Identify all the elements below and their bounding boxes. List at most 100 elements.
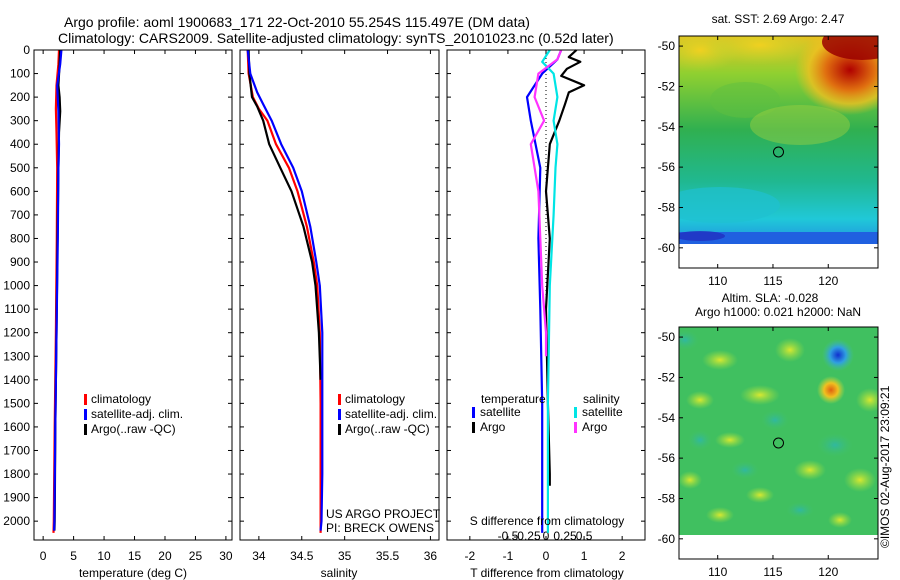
- legend-label-climatology: climatology: [345, 392, 405, 406]
- sla-map-blank-strip: [679, 535, 878, 559]
- depth-tick-label: 0: [23, 43, 30, 57]
- lon-tick-label: 120: [818, 274, 838, 288]
- depth-tick-label: 100: [10, 67, 30, 81]
- sst-heatmap: [679, 36, 878, 244]
- salinity-series: [246, 49, 324, 533]
- legend-swatch-satellite: [338, 409, 341, 420]
- depth-tick-label: 1600: [3, 420, 30, 434]
- lat-tick-label: -52: [658, 79, 676, 93]
- legend-label-satellite: satellite-adj. clim.: [345, 407, 437, 421]
- depth-tick-label: 1400: [3, 373, 30, 387]
- legend-swatch-satellite: [84, 409, 87, 420]
- depth-tick-label: 1700: [3, 443, 30, 457]
- lat-tick-label: -58: [658, 491, 676, 505]
- sla-heatmap: [679, 327, 878, 535]
- x-tick-label: 35: [338, 549, 352, 563]
- lon-tick-label: 110: [708, 274, 727, 288]
- sst-map-blank-strip: [679, 244, 878, 268]
- depth-tick-label: 300: [10, 114, 30, 128]
- depth-tick-label: 1000: [3, 279, 30, 293]
- lat-tick-label: -50: [658, 39, 676, 53]
- legend-swatch-temp-satellite: [472, 407, 475, 418]
- s-tick-label: 0.5: [576, 529, 593, 543]
- series-line-temperature-satellite: [525, 49, 563, 533]
- x-tick-label: 15: [128, 549, 142, 563]
- s-tick-label: 0: [543, 529, 550, 543]
- sla-map-title-line1: Altim. SLA: -0.028: [722, 291, 819, 305]
- lon-tick-label: 115: [763, 274, 782, 288]
- s-tick-label: -0.25: [513, 529, 541, 543]
- legend-title-temperature: temperature: [481, 392, 546, 406]
- legend-title-salinity: salinity: [583, 392, 620, 406]
- difference-depth-ticks: [447, 49, 645, 522]
- x-tick-label: 36: [424, 549, 438, 563]
- temperature-panel: 0100200300400500600700800900100011001200…: [3, 43, 233, 580]
- x-tick-label: 25: [189, 549, 203, 563]
- legend-swatch-sal-satellite: [574, 407, 577, 418]
- temperature-x-axis: 0 5 10 15 20 25 30: [40, 50, 233, 563]
- lat-tick-label: -54: [658, 120, 676, 134]
- legend-swatch-temp-argo: [472, 422, 475, 433]
- temperature-x-label: temperature (deg C): [79, 566, 187, 580]
- argo-float-marker: [773, 437, 784, 449]
- depth-tick-label: 1800: [3, 467, 30, 481]
- difference-series: [525, 49, 586, 533]
- depth-tick-label: 1200: [3, 326, 30, 340]
- difference-legend-salinity: salinity satellite Argo: [574, 392, 623, 434]
- legend-label-argo: Argo(..raw -QC): [91, 422, 176, 436]
- difference-legend-temperature: temperature satellite Argo: [472, 392, 546, 434]
- x-tick-label: -1: [503, 549, 514, 563]
- difference-panel: -2 -1 0 1 2-0.5-0.25 0 0.25 0.5 T difference fr…: [446, 49, 646, 580]
- sst-map-panel: sat. SST: 2.69 Argo: 2.47 -50-52-54-56-5…: [658, 12, 879, 288]
- lat-tick-label: -60: [658, 532, 676, 546]
- legend-swatch-climatology: [84, 394, 87, 405]
- pi-text: PI: BRECK OWENS: [326, 521, 434, 535]
- temperature-plot-frame: [33, 49, 233, 541]
- legend-label-temp-satellite: satellite: [480, 405, 521, 419]
- legend-label-sal-argo: Argo: [582, 420, 608, 434]
- sst-map-axes: -50 -52 -54 -56 -58 -60 110 115 120: [658, 36, 878, 288]
- sla-map-panel: Altim. SLA: -0.028 Argo h1000: 0.021 h20…: [658, 291, 879, 579]
- lat-tick-label: -52: [658, 370, 676, 384]
- temperature-series: [52, 49, 63, 533]
- legend-swatch-argo: [84, 424, 87, 435]
- x-tick-label: 0: [543, 549, 550, 563]
- x-tick-label: 1: [581, 549, 588, 563]
- credit-text: US ARGO PROJECT: [326, 507, 441, 521]
- x-tick-label: 34: [252, 549, 266, 563]
- legend-label-argo: Argo(..raw -QC): [345, 422, 430, 436]
- depth-tick-label: 500: [10, 161, 30, 175]
- x-tick-label: 2: [619, 549, 626, 563]
- legend-swatch-sal-argo: [574, 422, 577, 433]
- lon-tick-label: 120: [818, 565, 838, 579]
- depth-tick-label: 2000: [3, 514, 30, 528]
- figure-title-line1: Argo profile: aoml 1900683_171 22-Oct-20…: [64, 14, 530, 30]
- x-tick-label: 34.5: [290, 549, 314, 563]
- depth-tick-label: 1100: [4, 302, 30, 316]
- series-line-satellite-adj-clim-: [246, 49, 324, 531]
- salinity-x-axis: 34 34.5 35 35.5 36: [252, 50, 437, 563]
- difference-x-label: T difference from climatology: [470, 566, 624, 580]
- depth-tick-label: 800: [10, 231, 30, 245]
- lon-tick-label: 110: [708, 565, 727, 579]
- series-line-salinity-satellite: [541, 49, 559, 533]
- salinity-depth-ticks: [240, 49, 439, 522]
- series-line-climatology: [246, 49, 322, 533]
- depth-tick-label: 600: [10, 184, 30, 198]
- salinity-plot-frame: [239, 49, 440, 541]
- legend-swatch-argo: [338, 424, 341, 435]
- sst-map-frame: [678, 35, 879, 269]
- depth-tick-label: 1300: [3, 349, 30, 363]
- series-line-argo-raw-qc-: [247, 49, 322, 380]
- depth-axis: 0 100 200 300 400 500 600 700 800 900 1000 1100 1200…: [3, 43, 232, 528]
- lon-tick-label: 115: [763, 565, 782, 579]
- difference-top-label: S difference from climatology: [470, 514, 625, 528]
- x-tick-label: 35.5: [376, 549, 400, 563]
- sla-map-axes: -50 -52 -54 -56 -58 -60 110 115 120: [658, 327, 878, 579]
- x-tick-label: 5: [70, 549, 77, 563]
- lat-tick-label: -50: [658, 330, 676, 344]
- lat-tick-label: -54: [658, 411, 676, 425]
- depth-tick-label: 1500: [3, 396, 30, 410]
